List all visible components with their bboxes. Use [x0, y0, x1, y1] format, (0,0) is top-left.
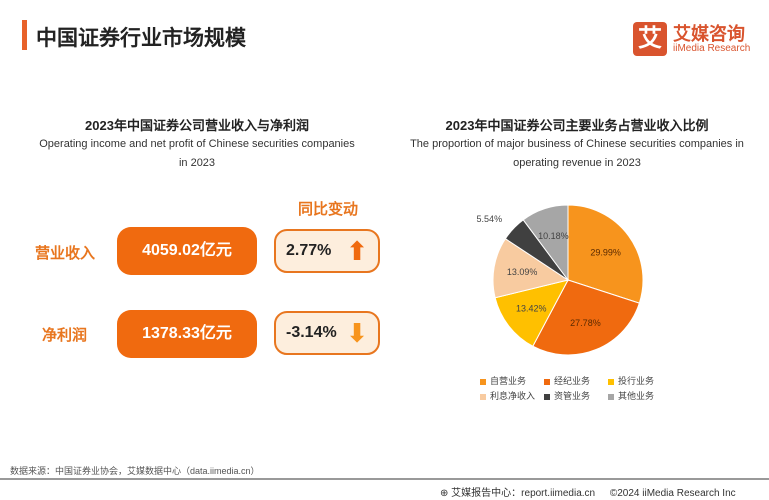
- pie-label-0: 29.99%: [590, 248, 621, 258]
- left-subtitle-2: in 2023: [178, 157, 216, 169]
- pie-label-2: 13.42%: [516, 304, 547, 314]
- page-title: 中国证券行业市场规模: [36, 27, 246, 50]
- pie-label-3: 13.09%: [507, 267, 538, 277]
- logo-cn: 艾媒咨询: [673, 24, 745, 44]
- copyright: ©2024 iiMedia Research Inc: [609, 488, 736, 499]
- footer-divider: [0, 478, 769, 480]
- source-note: 数据来源：中国证券业协会，艾媒数据中心（data.iimedia.cn）: [10, 466, 260, 476]
- logo-mark: 艾: [633, 22, 667, 56]
- arrow-down-icon: ⬇: [346, 318, 368, 348]
- change-profit-text: -3.14%: [286, 324, 337, 341]
- change-revenue: 2.77% ⬆: [274, 229, 380, 273]
- title-accent-bar: [22, 20, 27, 50]
- pie-chart: 29.99% 27.78% 13.42% 13.09% 5.54% 10.18%: [477, 204, 644, 356]
- report-link[interactable]: 艾媒报告中心：report.iimedia.cn: [451, 488, 596, 499]
- legend-swatch: [608, 378, 614, 385]
- legend-swatch: [544, 393, 550, 400]
- pie-slice-2: [494, 279, 569, 347]
- legend-label: 自营业务: [490, 376, 527, 386]
- row-label-profit: 净利润: [42, 327, 88, 344]
- legend-item: 利息净收入: [480, 389, 535, 402]
- pie-title: 2023年中国证券公司主要业务占营业收入比例: [445, 118, 709, 133]
- pie-slice-5: [522, 204, 569, 282]
- change-revenue-text: 2.77%: [286, 242, 332, 259]
- legend-label: 经纪业务: [554, 376, 591, 386]
- pie-subtitle-2: operating revenue in 2023: [513, 157, 641, 169]
- left-subtitle-1: Operating income and net profit of Chine…: [39, 138, 355, 150]
- arrow-up-icon: ⬆: [346, 236, 368, 266]
- legend-item: 投行业务: [608, 374, 654, 387]
- pie-subtitle-1: The proportion of major business of Chin…: [410, 138, 744, 150]
- pie-legend: 自营业务 经纪业务 投行业务利息净收入 资管业务 其他业务: [480, 374, 670, 404]
- globe-icon: ⊕: [440, 488, 449, 499]
- legend-swatch: [544, 378, 550, 385]
- legend-label: 利息净收入: [490, 391, 536, 401]
- change-profit: -3.14% ⬇: [274, 311, 380, 355]
- legend-label: 其他业务: [618, 391, 655, 401]
- pie-slice-0: [567, 204, 644, 304]
- change-header: 同比变动: [298, 201, 359, 218]
- legend-swatch: [608, 393, 614, 400]
- row-label-revenue: 营业收入: [35, 245, 96, 262]
- legend-label: 资管业务: [554, 391, 591, 401]
- pie-slice-1: [532, 279, 640, 356]
- left-title: 2023年中国证券公司营业收入与净利润: [85, 118, 309, 133]
- legend-swatch: [480, 393, 486, 400]
- legend-item: 经纪业务: [544, 374, 590, 387]
- pie-label-4: 5.54%: [477, 214, 503, 224]
- legend-item: 资管业务: [544, 389, 590, 402]
- legend-label: 投行业务: [618, 376, 655, 386]
- legend-item: 其他业务: [608, 389, 654, 402]
- pie-label-5: 10.18%: [538, 231, 569, 241]
- logo-en: iiMedia Research: [673, 43, 751, 54]
- pie-label-1: 27.78%: [570, 318, 601, 328]
- value-profit: 1378.33亿元: [117, 310, 257, 358]
- value-revenue: 4059.02亿元: [117, 227, 257, 275]
- legend-item: 自营业务: [480, 374, 526, 387]
- footer: ⊕ 艾媒报告中心：report.iimedia.cn ©2024 iiMedia…: [440, 484, 736, 499]
- legend-swatch: [480, 378, 486, 385]
- pie-slice-3: [492, 238, 570, 299]
- logo: 艾 艾媒咨询 iiMedia Research: [633, 22, 753, 58]
